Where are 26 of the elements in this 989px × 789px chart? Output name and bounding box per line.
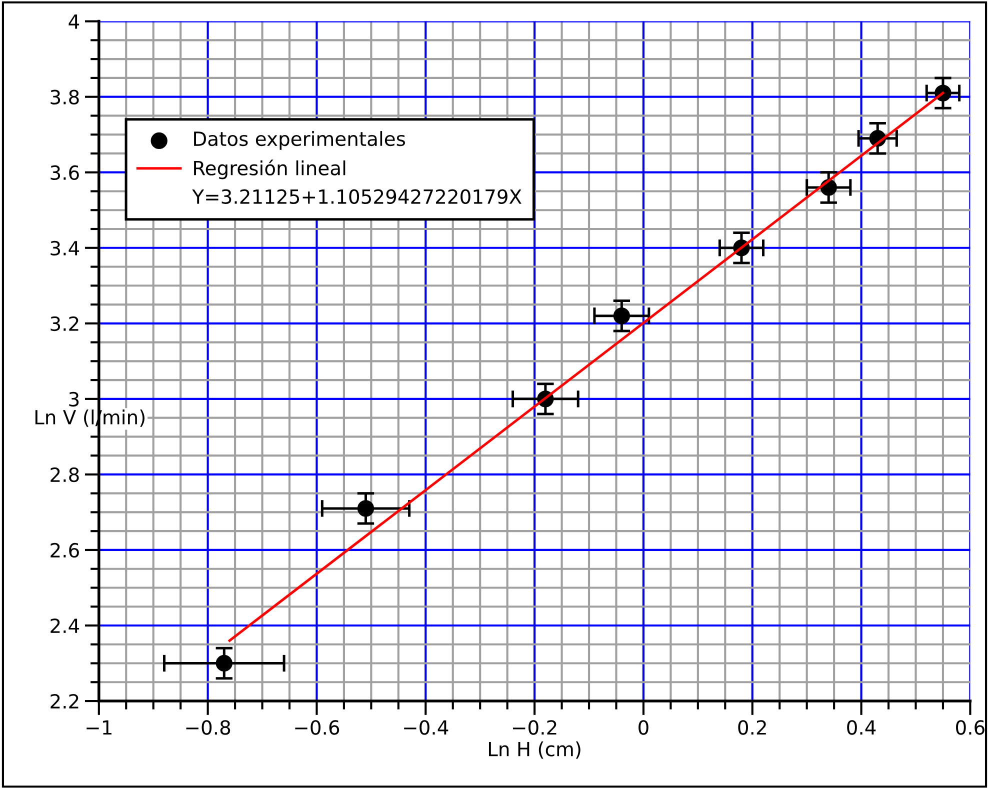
point [613,308,630,324]
y-tick-label: 2.8 [50,467,79,482]
y-tick-label: 3.8 [50,90,79,104]
y-tick-label: 3.4 [50,240,80,256]
y-tick-label: 2.4 [50,618,80,633]
x-tick-label: −0.2 [513,720,556,735]
y-tick-label: 3.2 [50,316,78,332]
x-tick-label: 0.2 [738,720,766,735]
y-tick-label: 4 [68,14,80,29]
x-tick-label: −0.6 [295,720,340,735]
annotation: Y=3.21125+1.10529427220179X [192,189,522,204]
x-tick-label: −0.8 [186,720,230,735]
y-tick-label: 2.2 [50,694,78,708]
x-tick-label: −1 [86,720,112,735]
x-tick-label: 0.6 [956,720,984,735]
legend-label: Datos experimentales [194,131,406,150]
x-tick-label: 0 [638,720,648,735]
x-axis-title: Ln H (cm) [488,741,580,759]
y-tick-label: 3.6 [50,165,79,180]
point [216,654,232,672]
legend-label: Regresión lineal [194,160,346,180]
x-tick-label: 0.4 [847,720,876,735]
y-tick-label: 2.6 [50,542,79,558]
y-tick-label: 3 [69,392,79,407]
x-tick-label: −0.4 [404,720,448,735]
point [357,500,374,517]
